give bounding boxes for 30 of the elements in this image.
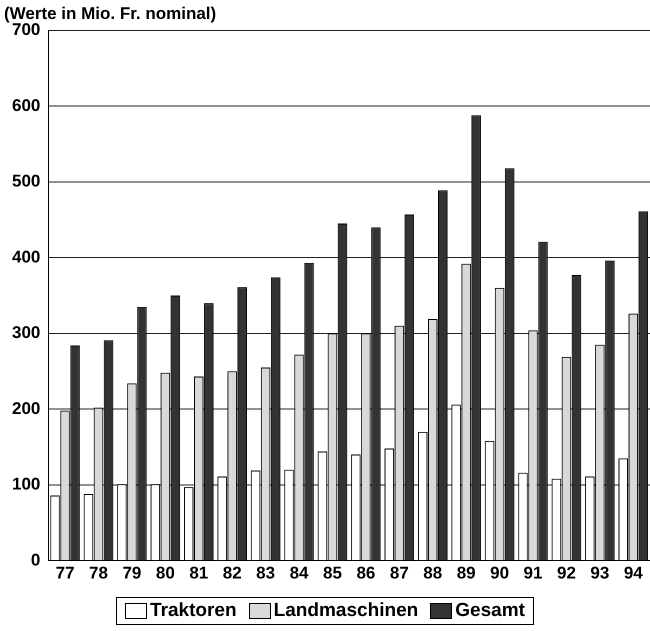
y-tick-label: 400: [12, 247, 40, 266]
y-tick-label: 200: [12, 398, 40, 418]
x-tick-label: 82: [222, 563, 242, 582]
x-tick-label: 79: [122, 563, 142, 582]
x-tick-label: 90: [490, 563, 510, 582]
x-tick-label: 86: [356, 563, 376, 582]
x-tick-label: 83: [256, 563, 276, 582]
x-tick-label: 94: [624, 563, 644, 582]
y-tick-label: 700: [12, 20, 40, 40]
y-tick-label: 0: [30, 550, 40, 570]
x-tick-label: 84: [290, 563, 310, 582]
y-tick-label: 600: [12, 96, 40, 115]
x-tick-label: 91: [524, 563, 542, 582]
y-tick-label: 100: [12, 474, 40, 494]
x-tick-label: 88: [423, 563, 442, 582]
x-tick-label: 89: [456, 563, 476, 582]
x-tick-label: 78: [89, 563, 108, 582]
x-tick-label: 81: [189, 563, 208, 582]
legend-label: Landmaschinen: [274, 600, 418, 622]
x-tick-label: 92: [556, 563, 576, 582]
x-tick-label: 93: [590, 563, 610, 582]
legend-label: Gesamt: [455, 600, 525, 622]
chart-title: (Werte in Mio. Fr. nominal): [4, 4, 216, 23]
x-tick-label: 80: [156, 563, 175, 582]
y-tick-label: 500: [12, 172, 40, 191]
x-tick-label: 87: [390, 563, 409, 582]
y-tick-label: 300: [12, 323, 40, 342]
text: Traktoren: [150, 600, 237, 622]
x-tick-label: 85: [323, 563, 342, 582]
x-tick-label: 77: [56, 563, 75, 582]
